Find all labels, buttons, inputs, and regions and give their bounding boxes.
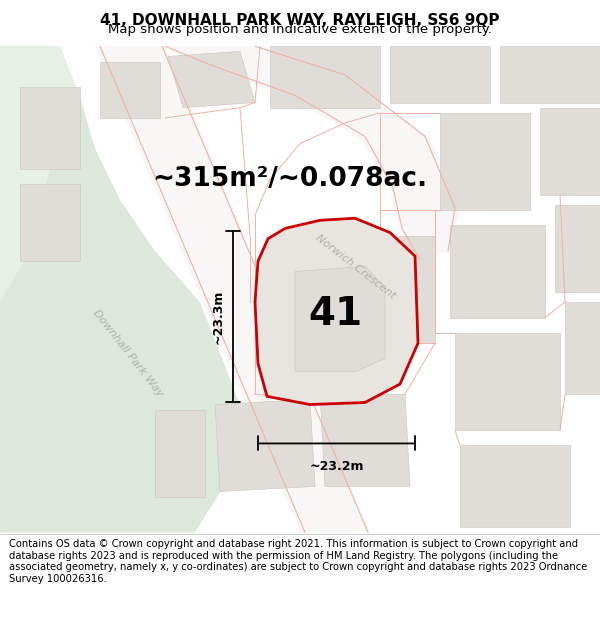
Polygon shape — [295, 266, 385, 372]
Polygon shape — [168, 51, 255, 107]
Polygon shape — [0, 46, 240, 532]
Polygon shape — [440, 112, 530, 210]
Polygon shape — [455, 333, 560, 430]
Polygon shape — [100, 62, 160, 118]
Polygon shape — [0, 46, 80, 302]
Text: Contains OS data © Crown copyright and database right 2021. This information is : Contains OS data © Crown copyright and d… — [9, 539, 587, 584]
Polygon shape — [20, 88, 80, 169]
Text: Norwich Crescent: Norwich Crescent — [313, 232, 397, 301]
Text: 41, DOWNHALL PARK WAY, RAYLEIGH, SS6 9QP: 41, DOWNHALL PARK WAY, RAYLEIGH, SS6 9QP — [100, 13, 500, 28]
Text: ~23.3m: ~23.3m — [212, 289, 225, 344]
Polygon shape — [20, 184, 80, 261]
Polygon shape — [390, 46, 490, 102]
Polygon shape — [95, 46, 370, 532]
Polygon shape — [270, 46, 380, 108]
Polygon shape — [215, 399, 315, 491]
Polygon shape — [320, 394, 410, 486]
Polygon shape — [0, 46, 600, 532]
Text: Map shows position and indicative extent of the property.: Map shows position and indicative extent… — [108, 23, 492, 36]
Text: Downhall Park Way: Downhall Park Way — [91, 308, 165, 399]
Polygon shape — [255, 218, 418, 404]
Polygon shape — [380, 236, 435, 343]
Text: 41: 41 — [308, 296, 362, 334]
Polygon shape — [555, 205, 600, 292]
Text: ~315m²/~0.078ac.: ~315m²/~0.078ac. — [152, 166, 428, 192]
Polygon shape — [500, 46, 600, 102]
Polygon shape — [155, 409, 205, 497]
Polygon shape — [450, 226, 545, 318]
Polygon shape — [540, 107, 600, 194]
Polygon shape — [460, 446, 570, 528]
Polygon shape — [565, 302, 600, 394]
Polygon shape — [165, 46, 460, 261]
Text: ~23.2m: ~23.2m — [309, 460, 364, 473]
